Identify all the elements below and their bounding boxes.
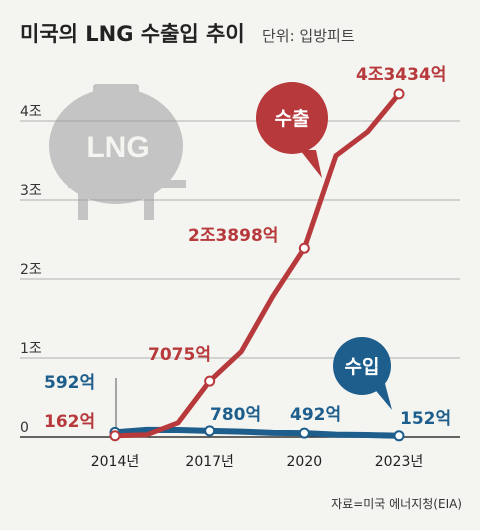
import-value-label: 592억 xyxy=(44,373,95,393)
x-axis-ticks: 2014년 2017년 2020 2023년 xyxy=(91,454,424,470)
y-tick-label: 2조 xyxy=(20,262,42,278)
import-value-label: 152억 xyxy=(400,409,451,429)
x-tick-label: 2020 xyxy=(287,454,323,470)
export-point xyxy=(298,242,310,254)
lng-tank-icon: LNG xyxy=(49,84,186,220)
import-point xyxy=(298,427,310,439)
export-series-line xyxy=(112,91,402,439)
import-bubble-label: 수입 xyxy=(345,356,380,378)
export-point xyxy=(204,375,216,387)
series-lines xyxy=(109,88,405,442)
y-tick-label: 4조 xyxy=(20,104,42,120)
export-value-label: 162억 xyxy=(44,412,95,432)
export-bubble: 수출 xyxy=(256,82,328,178)
import-bubble: 수입 xyxy=(333,337,392,410)
y-tick-label: 1조 xyxy=(20,341,42,357)
chart-title: 미국의 LNG 수출입 추이 xyxy=(20,22,245,46)
x-tick-label: 2014년 xyxy=(91,454,140,470)
import-point xyxy=(204,425,216,437)
data-labels: 162억 7075억 2조3898억 4조3434억 592억 780억 492억 152억 xyxy=(44,65,451,432)
lng-tank-label: LNG xyxy=(86,131,149,164)
export-value-label: 4조3434억 xyxy=(356,65,446,85)
export-bubble-label: 수출 xyxy=(275,108,310,130)
import-value-label: 492억 xyxy=(290,405,341,425)
import-value-label: 780억 xyxy=(210,405,261,425)
unit-label: 단위: 입방피트 xyxy=(262,27,355,45)
import-point xyxy=(393,430,405,442)
export-point xyxy=(109,430,121,442)
y-tick-label: 0 xyxy=(20,420,29,436)
export-value-label: 2조3898억 xyxy=(188,226,278,246)
x-tick-label: 2017년 xyxy=(185,454,234,470)
export-point xyxy=(393,88,405,100)
y-axis-ticks: 0 1조 2조 3조 4조 xyxy=(20,104,42,436)
x-tick-label: 2023년 xyxy=(375,454,424,470)
source-note: 자료=미국 에너지청(EIA) xyxy=(331,497,462,511)
y-tick-label: 3조 xyxy=(20,183,42,199)
export-value-label: 7075억 xyxy=(148,345,211,365)
